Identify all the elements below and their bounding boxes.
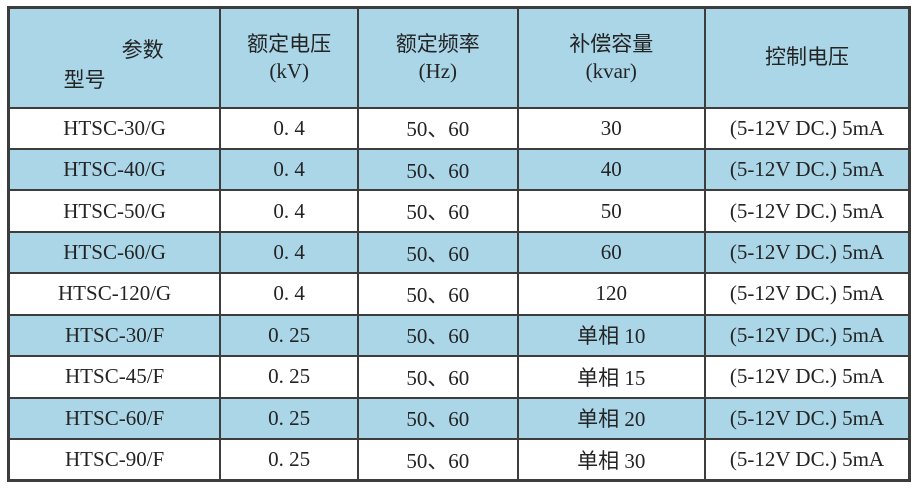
cell-model: HTSC-45/F bbox=[7, 355, 222, 399]
cell-frequency: 50、60 bbox=[357, 147, 519, 192]
cell-model: HTSC-60/G bbox=[7, 230, 222, 275]
rated-frequency-title: 额定频率 bbox=[395, 31, 480, 56]
table-row: HTSC-50/G 0. 4 50、60 50 (5-12V DC.) 5mA bbox=[7, 189, 911, 233]
header-cell-compensation-capacity: 补偿容量 (kvar) bbox=[516, 6, 706, 109]
cell-capacity: 30 bbox=[516, 106, 706, 150]
table-row: HTSC-60/G 0. 4 50、60 60 (5-12V DC.) 5mA bbox=[7, 230, 911, 275]
cell-model: HTSC-60/F bbox=[7, 396, 222, 441]
cell-frequency: 50、60 bbox=[357, 355, 519, 399]
cell-capacity: 60 bbox=[516, 230, 706, 275]
compensation-capacity-title: 补偿容量 bbox=[569, 31, 654, 56]
cell-model: HTSC-40/G bbox=[7, 147, 222, 192]
cell-capacity: 单相 10 bbox=[516, 313, 706, 358]
table-row: HTSC-90/F 0. 25 50、60 单相 30 (5-12V DC.) 5mA bbox=[7, 438, 911, 482]
header-cell-rated-frequency: 额定频率 (Hz) bbox=[357, 6, 519, 109]
cell-model: HTSC-50/G bbox=[7, 189, 222, 233]
table-row: HTSC-45/F 0. 25 50、60 单相 15 (5-12V DC.) 5mA bbox=[7, 355, 911, 399]
compensation-capacity-unit: (kvar) bbox=[585, 58, 637, 83]
cell-capacity: 40 bbox=[516, 147, 706, 192]
cell-voltage: 0. 25 bbox=[219, 396, 360, 441]
header-cell-control-voltage: 控制电压 bbox=[703, 6, 911, 109]
table-row: HTSC-30/F 0. 25 50、60 单相 10 (5-12V DC.) 5mA bbox=[7, 313, 911, 358]
cell-voltage: 0. 4 bbox=[219, 189, 360, 233]
cell-voltage: 0. 4 bbox=[219, 106, 360, 150]
cell-voltage: 0. 4 bbox=[219, 272, 360, 316]
cell-capacity: 单相 20 bbox=[516, 396, 706, 441]
table-row: HTSC-120/G 0. 4 50、60 120 (5-12V DC.) 5mA bbox=[7, 272, 911, 316]
table-header: 参数 型号 额定电压 (kV) 额定频率 (Hz) 补偿容量 (kvar) 控制… bbox=[7, 6, 911, 109]
table-row: HTSC-60/F 0. 25 50、60 单相 20 (5-12V DC.) 5mA bbox=[7, 396, 911, 441]
cell-control: (5-12V DC.) 5mA bbox=[703, 396, 911, 441]
cell-control: (5-12V DC.) 5mA bbox=[703, 272, 911, 316]
cell-control: (5-12V DC.) 5mA bbox=[703, 147, 911, 192]
cell-model: HTSC-90/F bbox=[7, 438, 222, 482]
cell-control: (5-12V DC.) 5mA bbox=[703, 313, 911, 358]
control-voltage-title: 控制电压 bbox=[764, 45, 849, 70]
header-corner-parameter-label: 参数 bbox=[121, 37, 164, 62]
cell-model: HTSC-120/G bbox=[7, 272, 222, 316]
cell-frequency: 50、60 bbox=[357, 438, 519, 482]
rated-voltage-unit: (kV) bbox=[269, 58, 309, 83]
cell-frequency: 50、60 bbox=[357, 230, 519, 275]
cell-frequency: 50、60 bbox=[357, 189, 519, 233]
header-cell-rated-voltage: 额定电压 (kV) bbox=[219, 6, 360, 109]
cell-control: (5-12V DC.) 5mA bbox=[703, 355, 911, 399]
header-corner-model-label: 型号 bbox=[63, 67, 106, 92]
cell-control: (5-12V DC.) 5mA bbox=[703, 189, 911, 233]
cell-voltage: 0. 25 bbox=[219, 438, 360, 482]
cell-frequency: 50、60 bbox=[357, 272, 519, 316]
cell-voltage: 0. 25 bbox=[219, 313, 360, 358]
cell-frequency: 50、60 bbox=[357, 106, 519, 150]
cell-control: (5-12V DC.) 5mA bbox=[703, 438, 911, 482]
spec-table: 参数 型号 额定电压 (kV) 额定频率 (Hz) 补偿容量 (kvar) 控制… bbox=[7, 6, 911, 482]
rated-frequency-unit: (Hz) bbox=[418, 58, 458, 83]
cell-control: (5-12V DC.) 5mA bbox=[703, 106, 911, 150]
cell-capacity: 50 bbox=[516, 189, 706, 233]
cell-control: (5-12V DC.) 5mA bbox=[703, 230, 911, 275]
cell-voltage: 0. 25 bbox=[219, 355, 360, 399]
cell-model: HTSC-30/F bbox=[7, 313, 222, 358]
table-body: HTSC-30/G 0. 4 50、60 30 (5-12V DC.) 5mA HTSC-… bbox=[7, 106, 911, 482]
cell-capacity: 120 bbox=[516, 272, 706, 316]
table-row: HTSC-40/G 0. 4 50、60 40 (5-12V DC.) 5mA bbox=[7, 147, 911, 192]
rated-voltage-title: 额定电压 bbox=[247, 31, 332, 56]
cell-voltage: 0. 4 bbox=[219, 147, 360, 192]
cell-capacity: 单相 15 bbox=[516, 355, 706, 399]
cell-voltage: 0. 4 bbox=[219, 230, 360, 275]
cell-model: HTSC-30/G bbox=[7, 106, 222, 150]
cell-capacity: 单相 30 bbox=[516, 438, 706, 482]
cell-frequency: 50、60 bbox=[357, 313, 519, 358]
cell-frequency: 50、60 bbox=[357, 396, 519, 441]
header-row: 参数 型号 额定电压 (kV) 额定频率 (Hz) 补偿容量 (kvar) 控制… bbox=[7, 6, 911, 109]
header-cell-parameter-model: 参数 型号 bbox=[7, 6, 222, 109]
table-row: HTSC-30/G 0. 4 50、60 30 (5-12V DC.) 5mA bbox=[7, 106, 911, 150]
